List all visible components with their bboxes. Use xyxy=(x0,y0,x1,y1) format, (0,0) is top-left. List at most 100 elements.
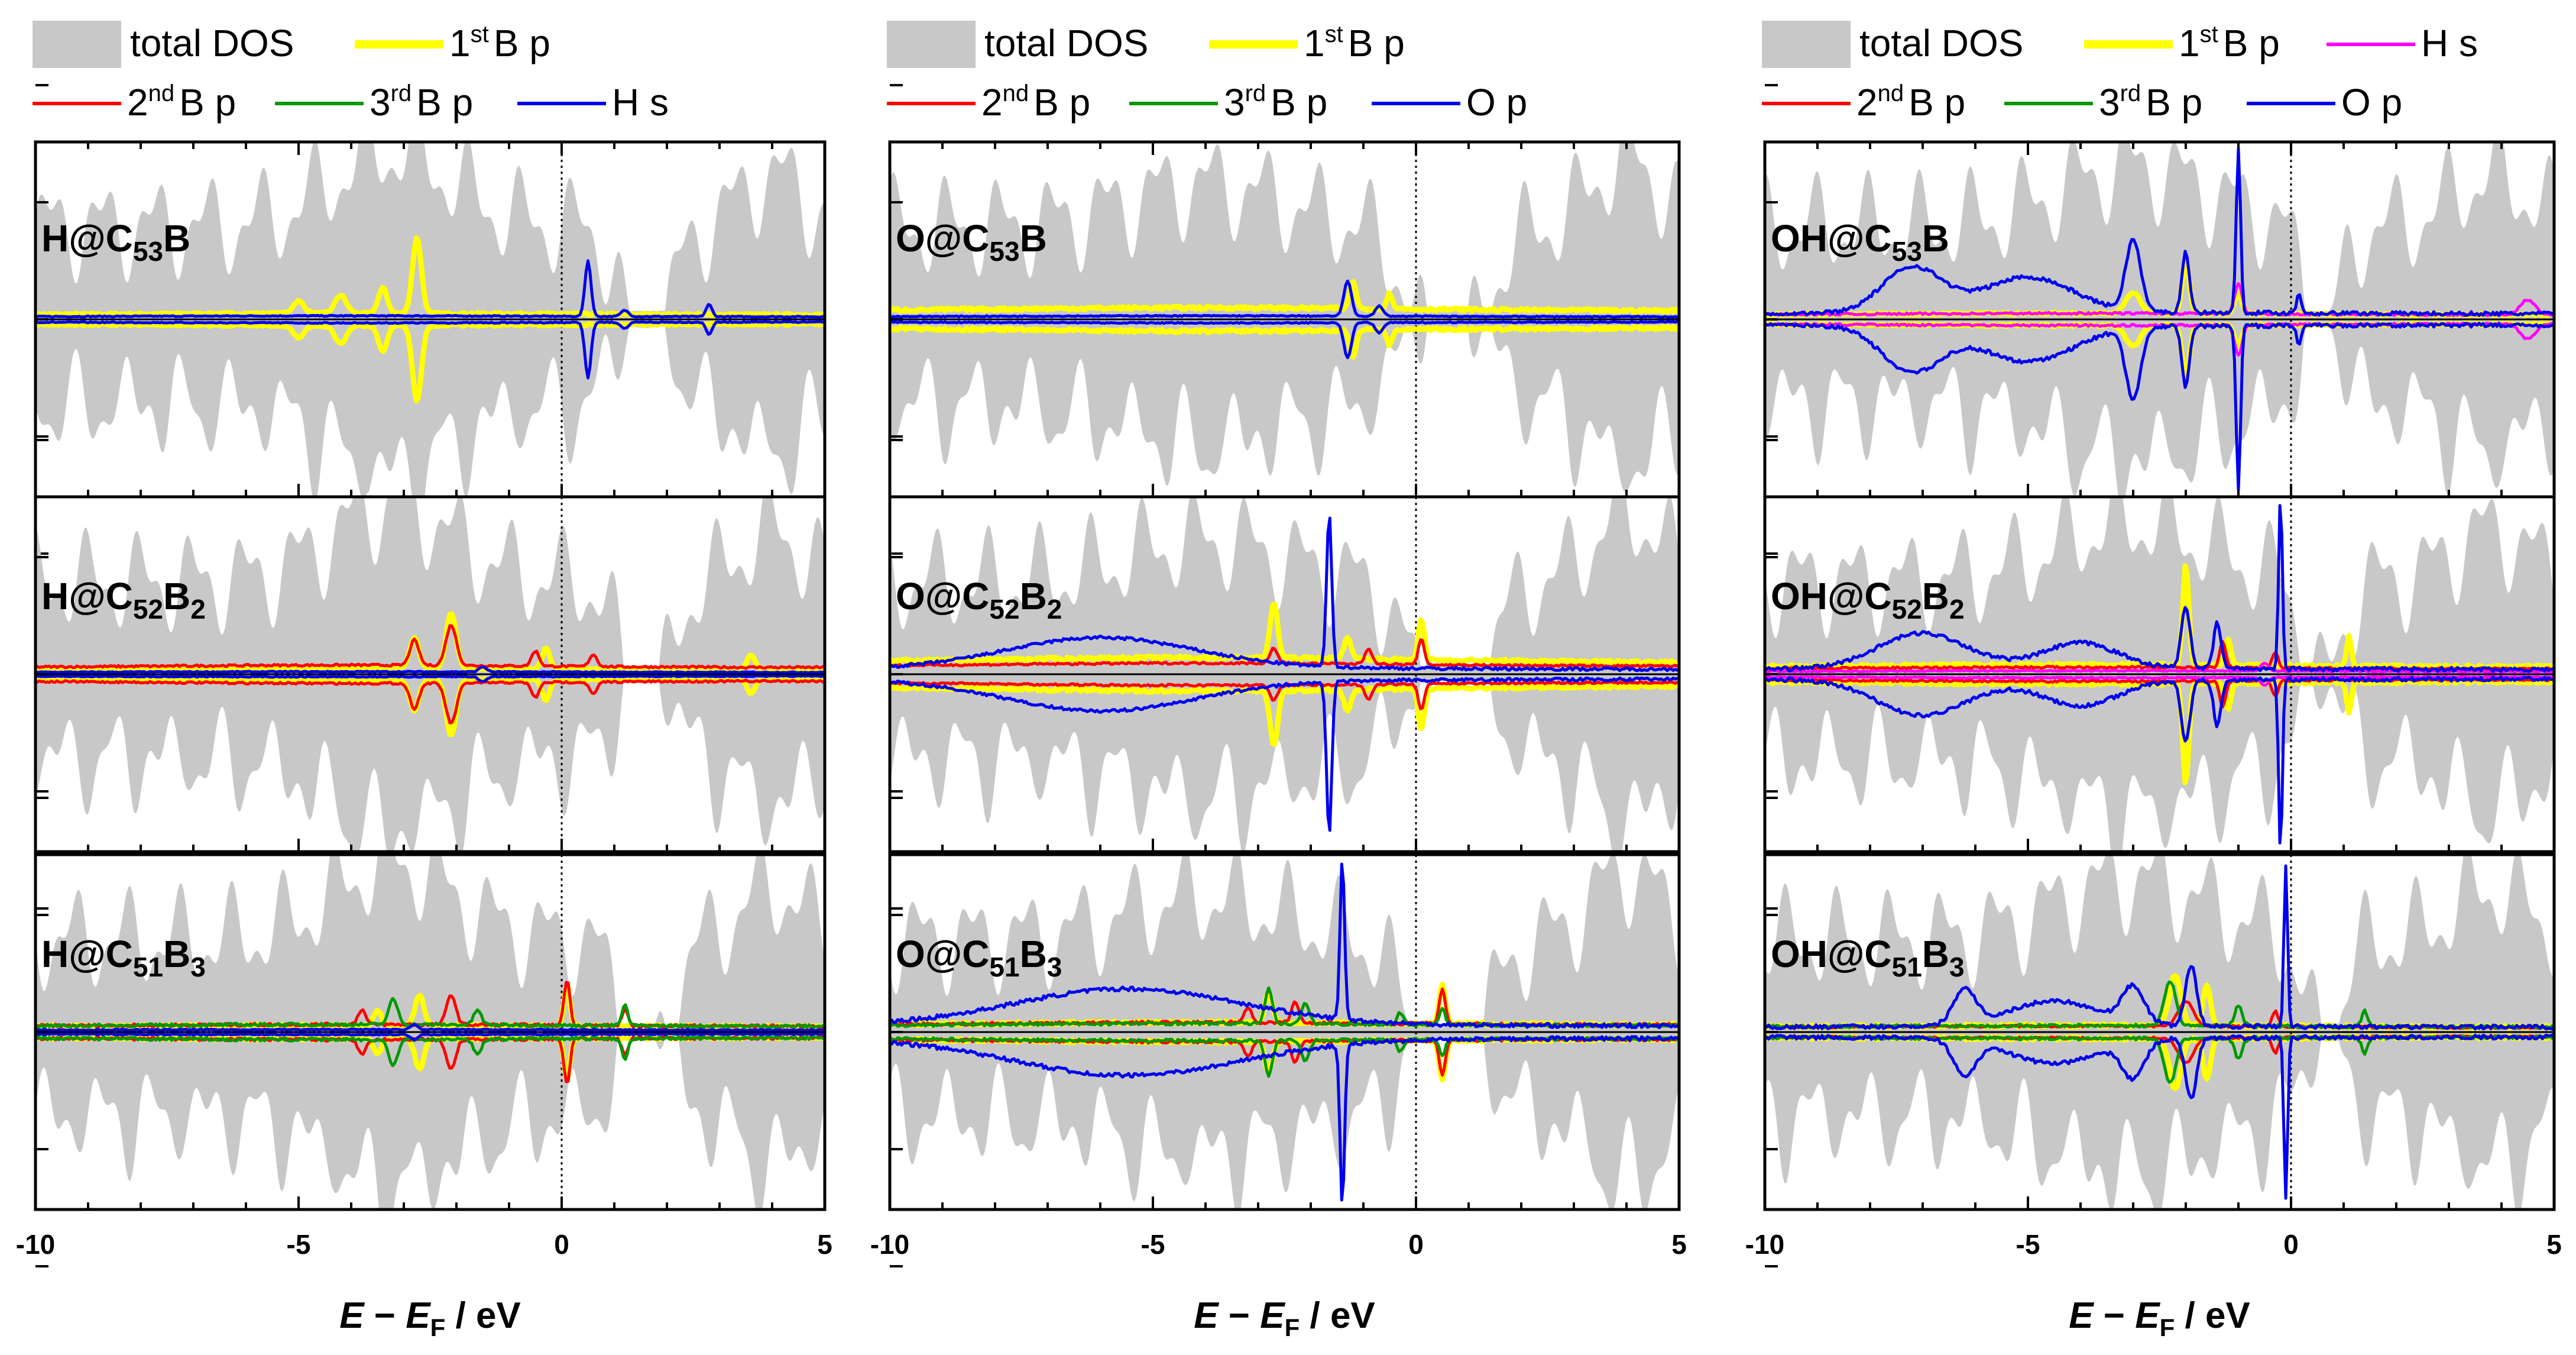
series-B2-up xyxy=(35,624,825,670)
panel-title: OH@C52B2 xyxy=(1771,575,1965,625)
x-tick-label: 0 xyxy=(2283,1229,2299,1260)
series-Hs-down xyxy=(35,320,825,380)
series-Op-down xyxy=(890,320,1679,360)
legend-patch xyxy=(33,21,121,68)
panel-3: H@C51B3 -10 -5 0 5 E − EF / eV xyxy=(16,797,832,1341)
legend-label: H s xyxy=(2421,22,2478,64)
legend-item: 3rd B p xyxy=(1129,80,1327,124)
legend-item: 3rd B p xyxy=(2004,80,2202,124)
series-Op-up xyxy=(1765,147,2554,318)
series-Op-down xyxy=(890,1034,1679,1202)
legend-label: O p xyxy=(1466,81,1527,124)
legend-2: total DOS 1st B p 2nd B p 3rd B p O p xyxy=(887,21,1527,124)
x-axis-label: E − EF / eV xyxy=(2069,1295,2250,1341)
legend-label: 1st B p xyxy=(2179,21,2280,64)
x-tick-label: 0 xyxy=(554,1229,569,1260)
panel-title: O@C52B2 xyxy=(896,575,1062,625)
legend-item: O p xyxy=(1372,81,1527,124)
series-B3-down xyxy=(890,1036,1679,1078)
panel-content xyxy=(890,142,1679,497)
series-Hs-up xyxy=(35,1023,825,1032)
series-Hs-up xyxy=(35,259,825,319)
panel-title: OH@C53B xyxy=(1771,217,1949,267)
legend-item: 2nd B p xyxy=(33,80,236,124)
legend-label: O p xyxy=(2341,81,2402,124)
x-tick-label: -5 xyxy=(287,1229,311,1260)
x-axis-label: E − EF / eV xyxy=(339,1295,521,1341)
legend-item: 2nd B p xyxy=(887,80,1090,124)
series-B3-up xyxy=(35,997,825,1029)
x-tick-label: -10 xyxy=(1745,1229,1784,1260)
legend-item: 3rd B p xyxy=(275,80,473,124)
x-tick-label: -5 xyxy=(1141,1229,1165,1260)
series-Hs-down xyxy=(35,1032,825,1042)
legend-item: O p xyxy=(2247,81,2402,124)
legend-label: 1st B p xyxy=(449,21,550,64)
legend-item: 1st B p xyxy=(1209,21,1405,64)
series-Hs-up xyxy=(35,665,825,674)
x-axis-label: E − EF / eV xyxy=(1194,1295,1375,1341)
legend-label: 1st B p xyxy=(1304,21,1405,64)
x-tick-label: 5 xyxy=(817,1229,832,1260)
panel-title: O@C51B3 xyxy=(896,933,1062,982)
panel-content xyxy=(890,855,1679,1210)
panel-title: O@C53B xyxy=(896,217,1047,267)
series-Op-down xyxy=(1765,321,2554,491)
series-Op-up xyxy=(890,279,1679,319)
series-B3-down xyxy=(35,1035,825,1068)
panel-content xyxy=(1765,855,2554,1210)
legend-label: total DOS xyxy=(984,22,1148,64)
panel-content xyxy=(1765,142,2554,497)
panel-title: H@C51B3 xyxy=(41,933,206,982)
x-tick-label: -10 xyxy=(870,1229,909,1260)
legend-item: 1st B p xyxy=(2084,21,2280,64)
legend-item: H s xyxy=(2326,22,2478,64)
panel-title: OH@C51B3 xyxy=(1771,933,1965,982)
legend-label: 2nd B p xyxy=(1856,80,1965,124)
legend-label: H s xyxy=(612,81,669,124)
panel-9: OH@C51B3 -10 -5 0 5 E − EF / eV xyxy=(1745,797,2562,1341)
series-Op-down xyxy=(1765,675,2554,845)
panel-title: H@C52B2 xyxy=(41,575,206,625)
panel-8: OH@C52B2 xyxy=(1763,439,2556,910)
panel-1: H@C53B xyxy=(34,84,827,555)
legend-label: 3rd B p xyxy=(1224,80,1327,124)
panel-7: OH@C53B xyxy=(1763,84,2556,555)
legend-item: H s xyxy=(517,81,669,124)
legend-label: total DOS xyxy=(1859,22,2023,64)
legend-1: total DOS 1st B p 2nd B p 3rd B p H s xyxy=(33,21,669,124)
panel-6: O@C51B3 -10 -5 0 5 E − EF / eV xyxy=(870,797,1687,1341)
series-Op-down xyxy=(890,676,1679,832)
panel-2: H@C52B2 xyxy=(34,439,827,910)
x-tick-label: -5 xyxy=(2016,1229,2040,1260)
total-dos-area xyxy=(890,142,1679,492)
series-Op-down xyxy=(1765,1033,2554,1200)
series-Op-up xyxy=(890,862,1679,1030)
panel-title: H@C53B xyxy=(41,217,190,267)
panel-5: O@C52B2 xyxy=(888,439,1681,910)
panel-4: O@C53B xyxy=(888,84,1681,555)
panel-content xyxy=(35,497,825,852)
series-Op-up xyxy=(890,516,1679,672)
legend-label: 2nd B p xyxy=(981,80,1090,124)
legend-item: total DOS xyxy=(1762,21,2023,68)
legend-patch xyxy=(887,21,976,68)
panel-content xyxy=(35,142,825,497)
series-B1-down xyxy=(35,675,825,738)
legend-item: total DOS xyxy=(33,21,294,68)
series-B1-up xyxy=(890,601,1679,667)
legend-item: total DOS xyxy=(887,21,1148,68)
panel-content xyxy=(890,497,1679,852)
series-B3-up xyxy=(890,986,1679,1029)
legend-label: total DOS xyxy=(130,22,294,64)
series-B1-up xyxy=(35,611,825,674)
x-tick-label: -10 xyxy=(16,1229,55,1260)
legend-item: 2nd B p xyxy=(1762,80,1965,124)
series-Op-up xyxy=(1765,864,2554,1031)
legend-item: 1st B p xyxy=(355,21,550,64)
legend-label: 3rd B p xyxy=(2099,80,2202,124)
legend-label: 3rd B p xyxy=(370,80,473,124)
series-Hs-down xyxy=(35,674,825,683)
